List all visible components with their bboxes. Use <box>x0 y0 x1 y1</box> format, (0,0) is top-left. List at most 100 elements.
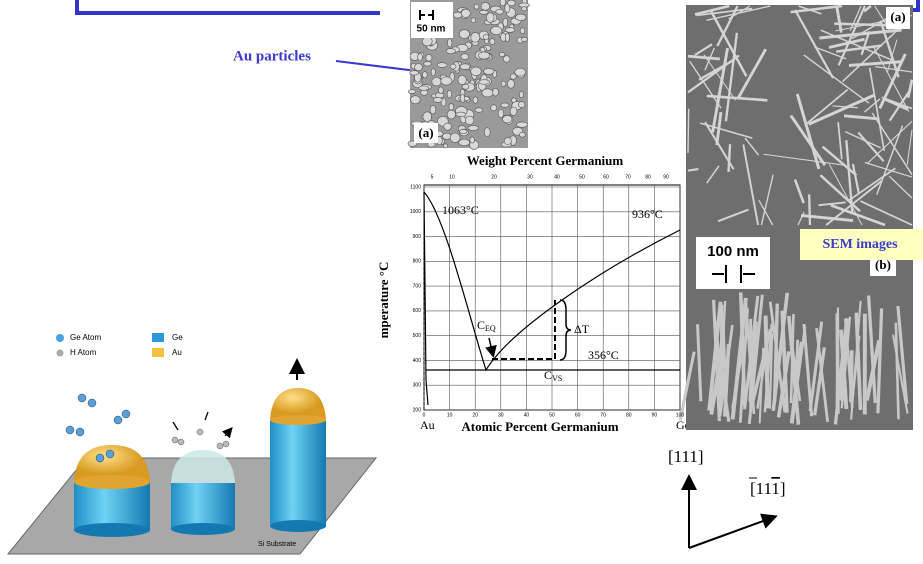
direction: ] <box>780 479 786 498</box>
particle <box>471 32 480 42</box>
particle <box>446 49 455 54</box>
annotation: ΔT <box>574 322 590 336</box>
annotation: 356°C <box>588 348 619 362</box>
particle <box>501 103 509 107</box>
wire <box>688 109 689 153</box>
substrate-label: Si Substrate <box>258 541 296 548</box>
y-tick-label: 800 <box>413 259 422 265</box>
particle <box>515 68 526 76</box>
direction: [111] <box>668 447 704 466</box>
frame <box>77 0 380 13</box>
particle <box>471 18 476 23</box>
top-tick-label: 90 <box>663 174 669 180</box>
direction: [111] <box>750 479 786 498</box>
x-tick-label: 30 <box>498 412 504 418</box>
particle <box>423 112 432 122</box>
particle <box>411 96 421 104</box>
particle <box>490 39 495 45</box>
y-tick-label: 200 <box>413 407 422 413</box>
y-tick-label: 1000 <box>410 209 421 215</box>
arrow <box>689 517 774 548</box>
particle <box>515 14 526 21</box>
particle <box>447 39 451 47</box>
legend-icon <box>57 350 64 357</box>
particle <box>421 90 428 95</box>
particle <box>432 78 441 86</box>
particle <box>504 138 511 145</box>
particle <box>453 12 462 18</box>
particle <box>447 110 455 119</box>
callout: Au particles <box>233 48 311 64</box>
top-tick-label: 20 <box>491 174 497 180</box>
particle <box>496 9 504 14</box>
particle <box>503 18 508 27</box>
particle <box>410 71 419 75</box>
wire <box>809 194 810 225</box>
wire <box>851 350 852 402</box>
particle <box>419 86 429 90</box>
particle <box>479 10 488 14</box>
particle <box>462 84 469 89</box>
particle <box>475 108 483 113</box>
y-tick-label: 600 <box>413 308 422 314</box>
particle <box>510 107 517 115</box>
particle <box>508 0 516 6</box>
x-tick-label: 0 <box>423 412 426 418</box>
particle <box>426 54 432 61</box>
particle <box>498 109 504 117</box>
particle <box>493 88 499 96</box>
particle <box>430 105 436 113</box>
particle <box>520 28 525 34</box>
panel-label: (a) <box>890 9 905 24</box>
axis-title: mperature °C <box>376 262 391 339</box>
particle <box>460 64 470 70</box>
particle <box>478 52 489 59</box>
particle <box>459 30 469 39</box>
x-tick-label: 70 <box>600 412 606 418</box>
nanowire <box>66 362 326 537</box>
annotation: EQ <box>485 324 496 333</box>
x-tick-label: 20 <box>472 412 478 418</box>
y-tick-label: 900 <box>413 234 422 240</box>
particle <box>484 68 494 74</box>
top-tick-label: 70 <box>625 174 631 180</box>
y-tick-label: 300 <box>413 383 422 389</box>
particle <box>414 64 422 71</box>
wire <box>729 144 731 172</box>
particle <box>461 9 470 17</box>
annotation: C <box>544 368 552 382</box>
y-tick-label: 700 <box>413 283 422 289</box>
top-tick-label: 10 <box>449 174 455 180</box>
annotation: 936°C <box>632 207 663 221</box>
legend-icon <box>152 333 164 342</box>
top-tick-label: 40 <box>554 174 560 180</box>
annotation: VS <box>552 374 562 383</box>
particle <box>519 132 525 137</box>
wire <box>837 307 838 405</box>
particle <box>500 0 506 6</box>
particle <box>458 75 466 84</box>
particle <box>418 53 423 61</box>
x-tick-label: 90 <box>652 412 658 418</box>
particle <box>501 81 506 86</box>
particle <box>450 64 456 69</box>
particle <box>479 80 490 85</box>
particle <box>431 68 435 76</box>
x-tick-label: 60 <box>575 412 581 418</box>
particle <box>460 129 468 134</box>
slide: Au particles 50 nm (a) Weight Percent Ge… <box>0 0 923 564</box>
particle <box>510 74 516 79</box>
x-tick-label: 50 <box>549 412 555 418</box>
x-tick-label: 100 <box>676 412 685 418</box>
y-tick-label: 500 <box>413 333 422 339</box>
particle <box>408 90 416 94</box>
particle <box>499 52 504 56</box>
particle <box>505 28 515 33</box>
particle <box>439 87 444 94</box>
particle <box>444 144 448 148</box>
particle <box>473 97 478 103</box>
particle <box>459 139 470 145</box>
legend-label: Au <box>172 348 182 357</box>
annotation: C <box>477 318 485 332</box>
particle <box>470 137 475 143</box>
